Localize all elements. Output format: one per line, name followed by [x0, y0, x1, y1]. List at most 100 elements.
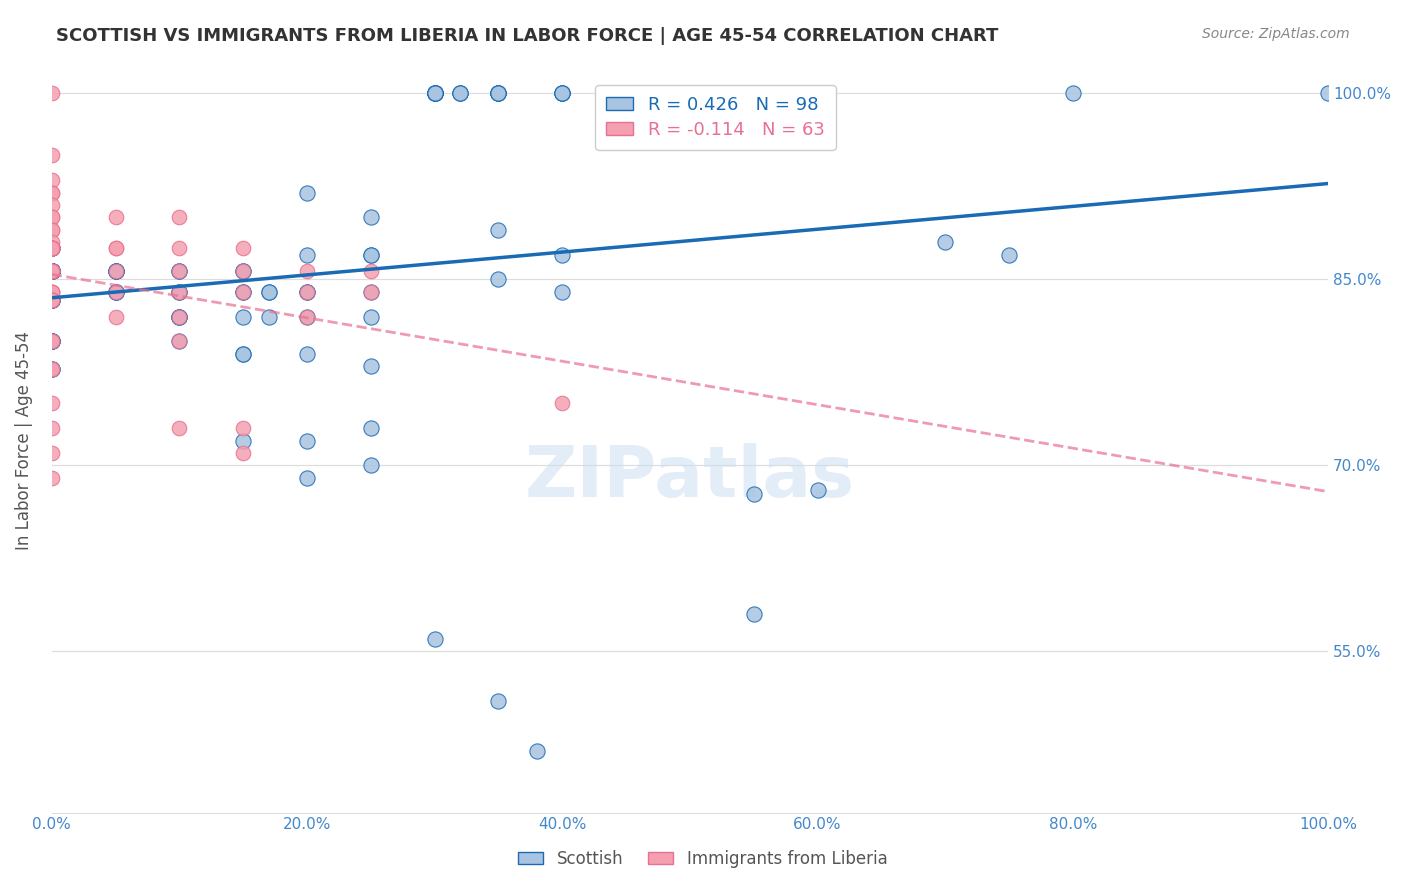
- Point: [41, 241, 63, 255]
- Point: [551, 247, 574, 261]
- Point: [41, 87, 63, 101]
- Point: [488, 87, 510, 101]
- Point: [169, 310, 191, 324]
- Point: [104, 241, 127, 255]
- Point: [41, 334, 63, 349]
- Point: [169, 285, 191, 299]
- Point: [41, 334, 63, 349]
- Point: [295, 347, 318, 361]
- Point: [295, 247, 318, 261]
- Point: [41, 263, 63, 277]
- Point: [169, 334, 191, 349]
- Point: [41, 334, 63, 349]
- Point: [41, 263, 63, 277]
- Point: [488, 87, 510, 101]
- Point: [41, 334, 63, 349]
- Point: [41, 211, 63, 225]
- Point: [295, 471, 318, 485]
- Point: [169, 334, 191, 349]
- Point: [169, 241, 191, 255]
- Point: [423, 87, 446, 101]
- Point: [41, 241, 63, 255]
- Point: [104, 285, 127, 299]
- Point: [41, 263, 63, 277]
- Point: [41, 285, 63, 299]
- Point: [295, 186, 318, 200]
- Point: [423, 87, 446, 101]
- Point: [295, 285, 318, 299]
- Point: [41, 334, 63, 349]
- Point: [551, 396, 574, 410]
- Point: [41, 293, 63, 308]
- Point: [41, 223, 63, 237]
- Point: [41, 263, 63, 277]
- Point: [526, 743, 548, 757]
- Point: [423, 87, 446, 101]
- Point: [41, 293, 63, 308]
- Point: [232, 347, 254, 361]
- Point: [423, 87, 446, 101]
- Point: [232, 263, 254, 277]
- Point: [169, 263, 191, 277]
- Point: [232, 446, 254, 460]
- Point: [104, 285, 127, 299]
- Point: [423, 87, 446, 101]
- Point: [551, 87, 574, 101]
- Point: [41, 471, 63, 485]
- Point: [360, 211, 382, 225]
- Point: [806, 483, 828, 497]
- Point: [41, 235, 63, 249]
- Point: [232, 434, 254, 448]
- Point: [41, 263, 63, 277]
- Point: [41, 263, 63, 277]
- Point: [41, 334, 63, 349]
- Point: [295, 263, 318, 277]
- Point: [169, 263, 191, 277]
- Point: [41, 293, 63, 308]
- Point: [41, 173, 63, 187]
- Point: [295, 310, 318, 324]
- Point: [232, 285, 254, 299]
- Point: [360, 359, 382, 373]
- Point: [104, 285, 127, 299]
- Point: [41, 186, 63, 200]
- Point: [104, 263, 127, 277]
- Point: [742, 607, 765, 621]
- Point: [41, 263, 63, 277]
- Point: [169, 211, 191, 225]
- Point: [998, 247, 1021, 261]
- Point: [41, 263, 63, 277]
- Point: [104, 285, 127, 299]
- Point: [169, 310, 191, 324]
- Point: [41, 263, 63, 277]
- Point: [360, 247, 382, 261]
- Point: [41, 361, 63, 376]
- Point: [41, 263, 63, 277]
- Point: [169, 310, 191, 324]
- Point: [423, 87, 446, 101]
- Point: [423, 87, 446, 101]
- Text: SCOTTISH VS IMMIGRANTS FROM LIBERIA IN LABOR FORCE | AGE 45-54 CORRELATION CHART: SCOTTISH VS IMMIGRANTS FROM LIBERIA IN L…: [56, 27, 998, 45]
- Point: [104, 211, 127, 225]
- Point: [295, 310, 318, 324]
- Point: [41, 263, 63, 277]
- Point: [449, 87, 471, 101]
- Point: [104, 263, 127, 277]
- Point: [41, 241, 63, 255]
- Point: [1317, 87, 1340, 101]
- Point: [169, 285, 191, 299]
- Point: [232, 285, 254, 299]
- Point: [257, 285, 280, 299]
- Point: [488, 272, 510, 286]
- Point: [232, 263, 254, 277]
- Point: [295, 285, 318, 299]
- Point: [295, 434, 318, 448]
- Point: [488, 87, 510, 101]
- Point: [41, 263, 63, 277]
- Point: [1062, 87, 1084, 101]
- Point: [169, 263, 191, 277]
- Point: [488, 694, 510, 708]
- Point: [104, 263, 127, 277]
- Point: [41, 241, 63, 255]
- Point: [934, 235, 956, 249]
